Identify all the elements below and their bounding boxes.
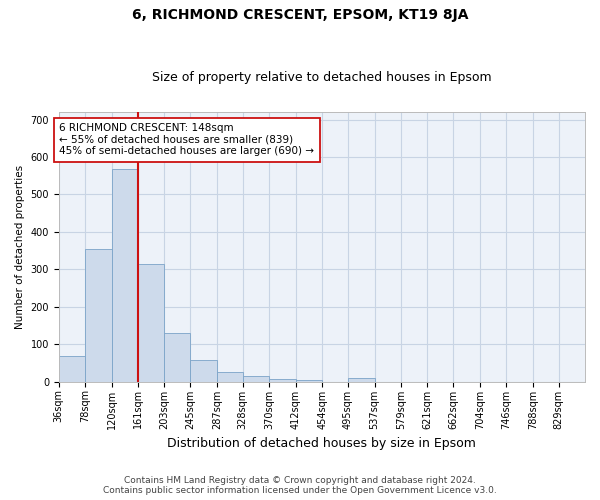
- Bar: [59, 356, 85, 382]
- Title: Size of property relative to detached houses in Epsom: Size of property relative to detached ho…: [152, 72, 492, 85]
- Bar: [164, 333, 190, 382]
- Bar: [348, 378, 374, 382]
- X-axis label: Distribution of detached houses by size in Epsom: Distribution of detached houses by size …: [167, 437, 476, 450]
- Y-axis label: Number of detached properties: Number of detached properties: [15, 165, 25, 329]
- Text: 6, RICHMOND CRESCENT, EPSOM, KT19 8JA: 6, RICHMOND CRESCENT, EPSOM, KT19 8JA: [132, 8, 468, 22]
- Text: 6 RICHMOND CRESCENT: 148sqm
← 55% of detached houses are smaller (839)
45% of se: 6 RICHMOND CRESCENT: 148sqm ← 55% of det…: [59, 124, 314, 156]
- Text: Contains HM Land Registry data © Crown copyright and database right 2024.
Contai: Contains HM Land Registry data © Crown c…: [103, 476, 497, 495]
- Bar: [269, 379, 296, 382]
- Bar: [243, 376, 269, 382]
- Bar: [296, 380, 322, 382]
- Bar: [85, 248, 112, 382]
- Bar: [190, 360, 217, 382]
- Bar: [137, 264, 164, 382]
- Bar: [217, 372, 243, 382]
- Bar: [112, 169, 137, 382]
